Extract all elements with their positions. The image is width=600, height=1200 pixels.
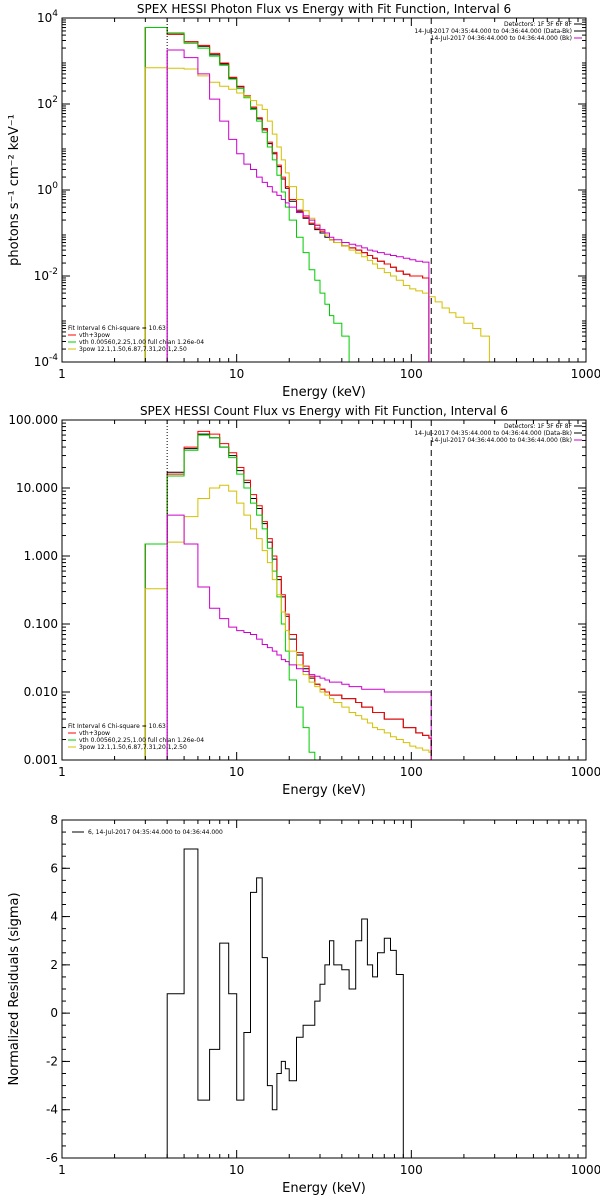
y-tick-mantissa: 10 [37,97,52,111]
y-tick-label: 0.010 [24,685,58,699]
y-tick-label: 8 [50,813,58,827]
series-1-line [144,433,432,760]
legend-label: 6, 14-Jul-2017 04:35:44.000 to 04:36:44.… [88,829,223,836]
axes-frame [61,419,587,761]
y-tick-exponent: 0 [52,181,58,191]
x-tick-label: 1000 [571,765,600,779]
fit-line-2: vth+3pow [79,730,110,737]
series-4-line [144,484,432,760]
y-axis-label: photons s⁻¹ cm⁻² keV⁻¹ [7,114,22,266]
series-2-line [144,430,432,760]
x-tick-label: 1 [58,367,66,381]
y-tick-mantissa: 10 [34,269,49,283]
y-tick-label: 0.001 [24,753,58,767]
x-tick-label: 100 [400,367,423,381]
series-group [144,430,432,760]
fit-line-1: Fit Interval 6 Chi-square = 10.63 [68,325,166,332]
y-tick-label: 10-4 [34,353,59,369]
fit-line-4: 3pow 12.1,1.50,6.87,7.31,20.1,2.50 [79,744,187,751]
y-tick-label: 100 [37,181,58,197]
info-line-1: Detectors: 1F 3F 6F 8F [504,423,573,430]
y-tick-exponent: -2 [49,267,58,277]
axes-frame [61,17,587,363]
x-tick-label: 1 [58,1163,66,1177]
chart-panel-3: 1 10 100 1000 -6 -4 -2 0 2 4 6 8 Energy (keV) Normali… [7,813,600,1196]
series-4-line [144,67,490,362]
y-tick-label: 10-2 [34,267,58,283]
x-tick-label: 10 [229,367,244,381]
y-tick-exponent: 2 [52,95,58,105]
series-3-line [144,27,350,362]
fit-line-3: vth 0.00560,2.25,1.00 full chian 1.26e-0… [79,339,204,346]
axes-frame [61,819,587,1159]
y-tick-label: 4 [50,910,58,924]
x-tick-label: 10 [229,765,244,779]
x-tick-label: 100 [400,1163,423,1177]
y-tick-label: -6 [46,1151,58,1165]
info-line-2: 14-Jul-2017 04:35:44.000 to 04:36:44.000… [414,28,572,35]
series-3-line [144,434,316,760]
y-tick-label: 104 [37,9,58,25]
y-tick-mantissa: 10 [37,183,52,197]
chart-title: SPEX HESSI Count Flux vs Energy with Fit… [140,404,508,418]
info-line-3: 14-Jul-2017 04:36:44.000 to 04:36:44.000… [431,35,572,42]
y-tick-mantissa: 10 [37,11,52,25]
x-axis-label: Energy (keV) [282,1181,366,1196]
x-tick-label: 1 [58,765,66,779]
series-1-line [166,848,404,1158]
series-5-line [166,49,430,362]
series-group [144,27,490,362]
y-tick-exponent: 4 [52,9,58,19]
y-tick-label: 102 [37,95,58,111]
y-tick-label: 6 [50,861,58,875]
series-1-line [144,27,430,362]
series-group [166,848,404,1158]
series-5-line [166,514,432,760]
info-line-2: 14-Jul-2017 04:35:44.000 to 04:36:44.000… [414,430,572,437]
fit-line-2: vth+3pow [79,332,110,339]
x-tick-label: 100 [400,765,423,779]
y-tick-mantissa: 10 [34,355,49,369]
x-tick-label: 1000 [571,367,600,381]
fit-line-1: Fit Interval 6 Chi-square = 10.63 [68,723,166,730]
y-axis-label: Normalized Residuals (sigma) [7,892,22,1085]
chart-title: SPEX HESSI Photon Flux vs Energy with Fi… [137,2,511,16]
y-tick-label: 2 [50,958,58,972]
y-tick-label: 10.000 [16,481,58,495]
chart-panel-2: 1 10 100 1000 0.001 0.010 0.100 1.000 10.000 100.… [8,404,600,798]
info-line-1: Detectors: 1F 3F 6F 8F [504,21,573,28]
fit-line-4: 3pow 12.1,1.50,6.87,7.31,20.1,2.50 [79,346,187,353]
y-tick-label: 100.000 [8,413,58,427]
series-2-line [144,27,430,362]
x-axis-label: Energy (keV) [282,783,366,798]
y-tick-label: 0.100 [24,617,58,631]
y-tick-label: -2 [46,1054,58,1068]
y-tick-label: -4 [46,1103,58,1117]
x-axis-label: Energy (keV) [282,385,366,400]
x-tick-label: 1000 [571,1163,600,1177]
info-line-3: 14-Jul-2017 04:36:44.000 to 04:36:44.000… [431,437,572,444]
y-tick-exponent: -4 [49,353,58,363]
x-tick-label: 10 [229,1163,244,1177]
fit-line-3: vth 0.00560,2.25,1.00 full chian 1.26e-0… [79,737,204,744]
y-tick-label: 0 [50,1006,58,1020]
y-tick-label: 1.000 [24,549,58,563]
